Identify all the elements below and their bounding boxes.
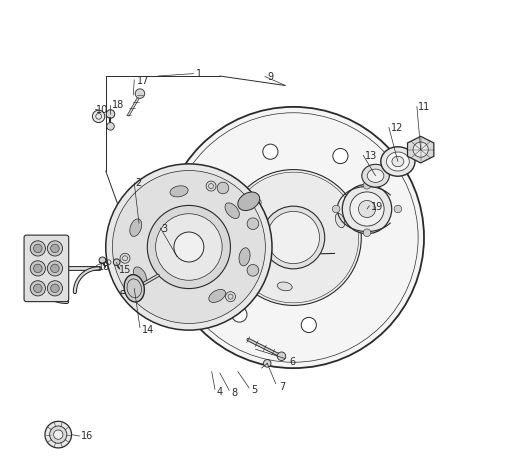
Ellipse shape xyxy=(238,248,249,266)
Polygon shape xyxy=(407,136,433,163)
Ellipse shape xyxy=(237,192,259,210)
Text: 14: 14 xyxy=(142,325,154,335)
Text: 6: 6 xyxy=(288,357,294,367)
Ellipse shape xyxy=(170,186,188,197)
Circle shape xyxy=(112,171,265,323)
Text: 10: 10 xyxy=(96,105,108,115)
Circle shape xyxy=(262,206,324,269)
Circle shape xyxy=(50,264,59,273)
Circle shape xyxy=(231,307,246,322)
Circle shape xyxy=(33,284,42,293)
Ellipse shape xyxy=(249,199,261,212)
Circle shape xyxy=(277,352,285,361)
Circle shape xyxy=(30,241,45,256)
Text: 3: 3 xyxy=(161,224,167,234)
Circle shape xyxy=(225,292,235,302)
Circle shape xyxy=(106,164,272,330)
Text: 17: 17 xyxy=(136,76,148,86)
Circle shape xyxy=(50,244,59,253)
Circle shape xyxy=(120,253,130,263)
Ellipse shape xyxy=(277,282,291,291)
Circle shape xyxy=(49,426,67,443)
Text: 9: 9 xyxy=(267,72,273,82)
FancyBboxPatch shape xyxy=(24,235,69,302)
Circle shape xyxy=(349,192,383,226)
Text: 8: 8 xyxy=(231,388,237,399)
Circle shape xyxy=(54,430,63,439)
Circle shape xyxy=(246,265,258,276)
Text: 18: 18 xyxy=(97,262,110,272)
Circle shape xyxy=(113,259,120,266)
Ellipse shape xyxy=(361,164,388,187)
Circle shape xyxy=(47,241,63,256)
Text: 4: 4 xyxy=(216,387,222,397)
Text: 2: 2 xyxy=(135,178,141,189)
Circle shape xyxy=(217,182,228,194)
Circle shape xyxy=(92,110,105,123)
Circle shape xyxy=(363,229,370,237)
Ellipse shape xyxy=(133,267,146,284)
Circle shape xyxy=(246,218,258,229)
Ellipse shape xyxy=(225,203,239,218)
Circle shape xyxy=(47,281,63,296)
Circle shape xyxy=(135,89,144,98)
Circle shape xyxy=(358,200,375,218)
Circle shape xyxy=(262,144,277,159)
Circle shape xyxy=(267,211,319,264)
Ellipse shape xyxy=(380,147,414,176)
Circle shape xyxy=(106,110,115,118)
Text: 7: 7 xyxy=(279,382,285,392)
Circle shape xyxy=(30,281,45,296)
Ellipse shape xyxy=(335,213,344,228)
Circle shape xyxy=(50,284,59,293)
Text: 18: 18 xyxy=(112,100,124,111)
Ellipse shape xyxy=(367,169,383,182)
Circle shape xyxy=(99,257,106,264)
Circle shape xyxy=(147,205,230,288)
Circle shape xyxy=(107,123,114,130)
Circle shape xyxy=(332,205,339,213)
Circle shape xyxy=(412,142,427,157)
Circle shape xyxy=(156,214,222,280)
Text: 19: 19 xyxy=(370,201,382,212)
Text: 16: 16 xyxy=(81,431,93,441)
Circle shape xyxy=(174,232,204,262)
Ellipse shape xyxy=(124,275,144,302)
Circle shape xyxy=(163,107,423,368)
Circle shape xyxy=(47,261,63,276)
Text: 15: 15 xyxy=(119,265,131,275)
Circle shape xyxy=(33,244,42,253)
Ellipse shape xyxy=(391,156,403,167)
Text: 11: 11 xyxy=(418,102,430,112)
Circle shape xyxy=(225,170,361,305)
Text: 5: 5 xyxy=(251,385,258,396)
Circle shape xyxy=(341,184,391,234)
Circle shape xyxy=(30,261,45,276)
Circle shape xyxy=(33,264,42,273)
Circle shape xyxy=(263,360,271,367)
Circle shape xyxy=(393,205,401,213)
Ellipse shape xyxy=(130,219,141,237)
Circle shape xyxy=(363,181,370,189)
Circle shape xyxy=(45,421,71,448)
Ellipse shape xyxy=(386,152,409,171)
Text: 12: 12 xyxy=(390,123,402,133)
Text: 13: 13 xyxy=(364,151,376,161)
Ellipse shape xyxy=(209,289,225,303)
Circle shape xyxy=(332,149,347,163)
Circle shape xyxy=(300,317,316,332)
Text: 1: 1 xyxy=(195,68,201,79)
Circle shape xyxy=(206,181,216,191)
